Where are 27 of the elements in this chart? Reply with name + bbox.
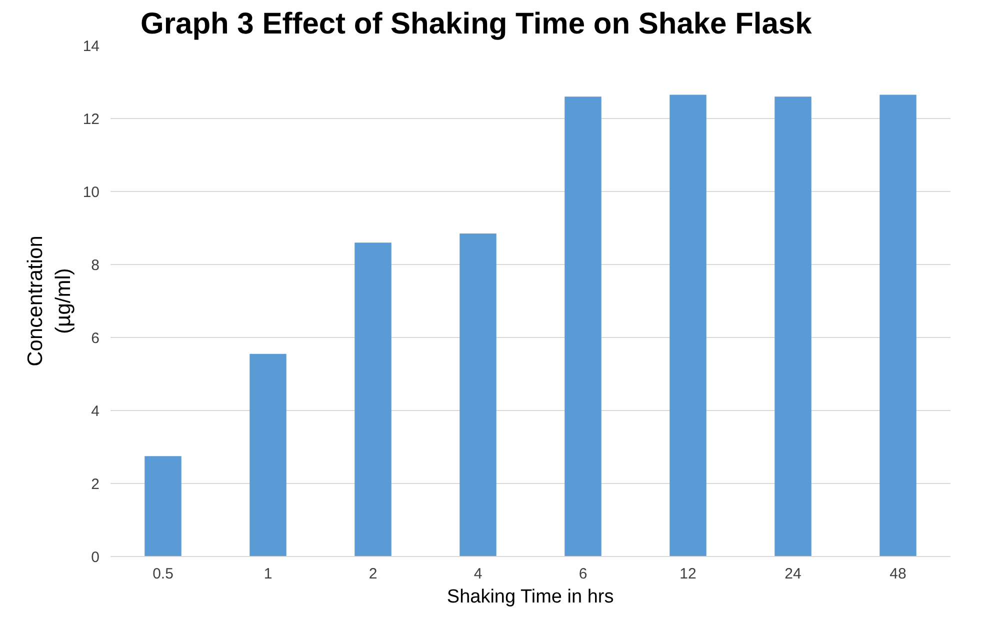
y-axis-title: Concentration (µg/ml) [24, 236, 75, 366]
bar [460, 233, 496, 556]
chart-title: Graph 3 Effect of Shaking Time on Shake Flask [140, 8, 812, 40]
bar [880, 94, 916, 556]
y-tick-label: 8 [91, 257, 100, 274]
y-tick-label: 6 [91, 330, 100, 347]
x-tick-label: 1 [264, 566, 272, 582]
bar [564, 96, 602, 556]
y-tick-label: 14 [82, 38, 100, 55]
x-tick-label: 12 [680, 566, 696, 582]
y-tick-label: 12 [82, 111, 100, 128]
x-tick-label: 0.5 [152, 566, 174, 582]
x-axis-title: Shaking Time in hrs [446, 586, 614, 608]
y-tick-label: 10 [82, 184, 100, 201]
bar [354, 242, 392, 556]
bar [774, 96, 812, 556]
x-tick-label: 6 [578, 566, 588, 582]
y-tick-label: 2 [91, 476, 100, 493]
bar [670, 94, 706, 556]
x-tick-label: 4 [474, 566, 482, 582]
bar [144, 456, 182, 556]
y-tick-label: 0 [91, 549, 100, 566]
x-tick-label: 2 [368, 566, 378, 582]
y-tick-label: 4 [91, 403, 100, 420]
bar [250, 354, 286, 556]
x-tick-label: 48 [890, 566, 906, 582]
x-tick-label: 24 [784, 566, 802, 582]
